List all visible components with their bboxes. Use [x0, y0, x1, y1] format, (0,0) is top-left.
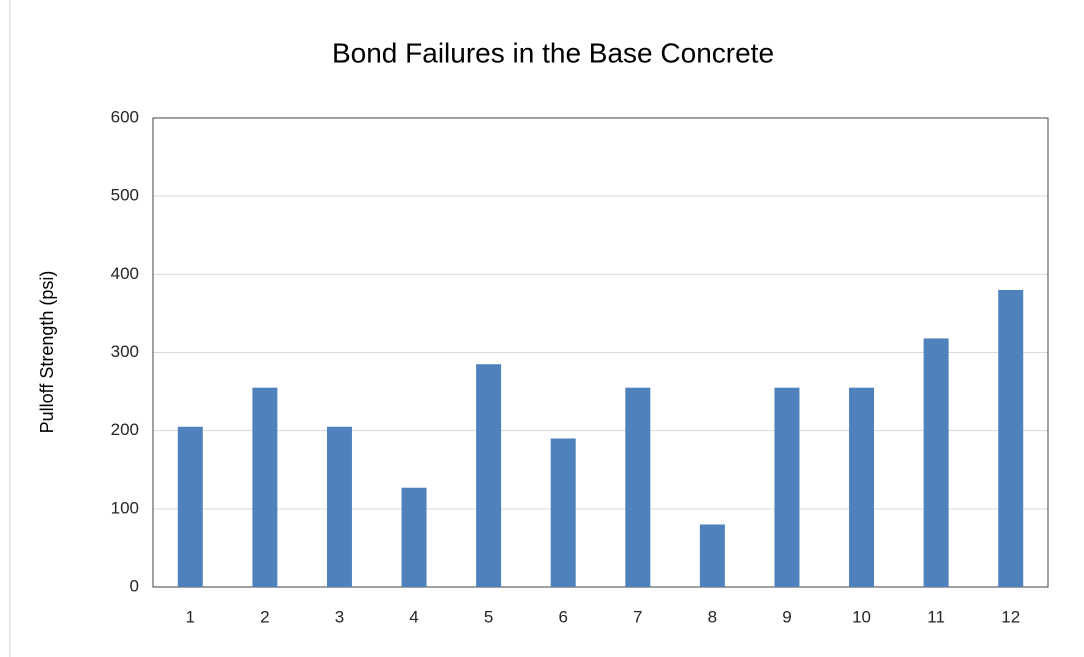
- x-tick-label: 7: [633, 607, 642, 626]
- bar: [998, 289, 1024, 587]
- x-tick-label: 10: [852, 607, 871, 626]
- bar: [774, 387, 800, 587]
- bar: [252, 387, 278, 587]
- bar: [476, 364, 502, 587]
- y-tick-label: 400: [111, 264, 139, 283]
- y-tick-label: 300: [111, 342, 139, 361]
- chart-title: Bond Failures in the Base Concrete: [332, 37, 774, 68]
- bar: [923, 338, 949, 587]
- y-tick-label: 600: [111, 107, 139, 126]
- y-tick-label: 0: [130, 576, 139, 595]
- x-tick-label: 6: [558, 607, 567, 626]
- x-tick-label: 8: [708, 607, 717, 626]
- x-tick-label: 3: [335, 607, 344, 626]
- x-tick-label: 12: [1001, 607, 1020, 626]
- bar: [326, 426, 352, 587]
- x-tick-label: 1: [186, 607, 195, 626]
- plot-border: [152, 117, 1049, 588]
- bar: [699, 524, 725, 587]
- y-tick-label: 100: [111, 498, 139, 517]
- x-tick-label: 5: [484, 607, 493, 626]
- bar: [849, 387, 875, 587]
- x-tick-label: 11: [927, 607, 945, 626]
- y-tick-label: 500: [111, 186, 139, 205]
- bar: [625, 387, 651, 587]
- y-tick-label: 200: [111, 420, 139, 439]
- y-axis-label: Pulloff Strength (psi): [37, 271, 57, 434]
- x-tick-label: 9: [782, 607, 791, 626]
- x-tick-label: 4: [409, 607, 418, 626]
- bar: [550, 438, 576, 587]
- x-tick-label: 2: [260, 607, 269, 626]
- bar: [401, 487, 427, 587]
- bar: [177, 426, 203, 587]
